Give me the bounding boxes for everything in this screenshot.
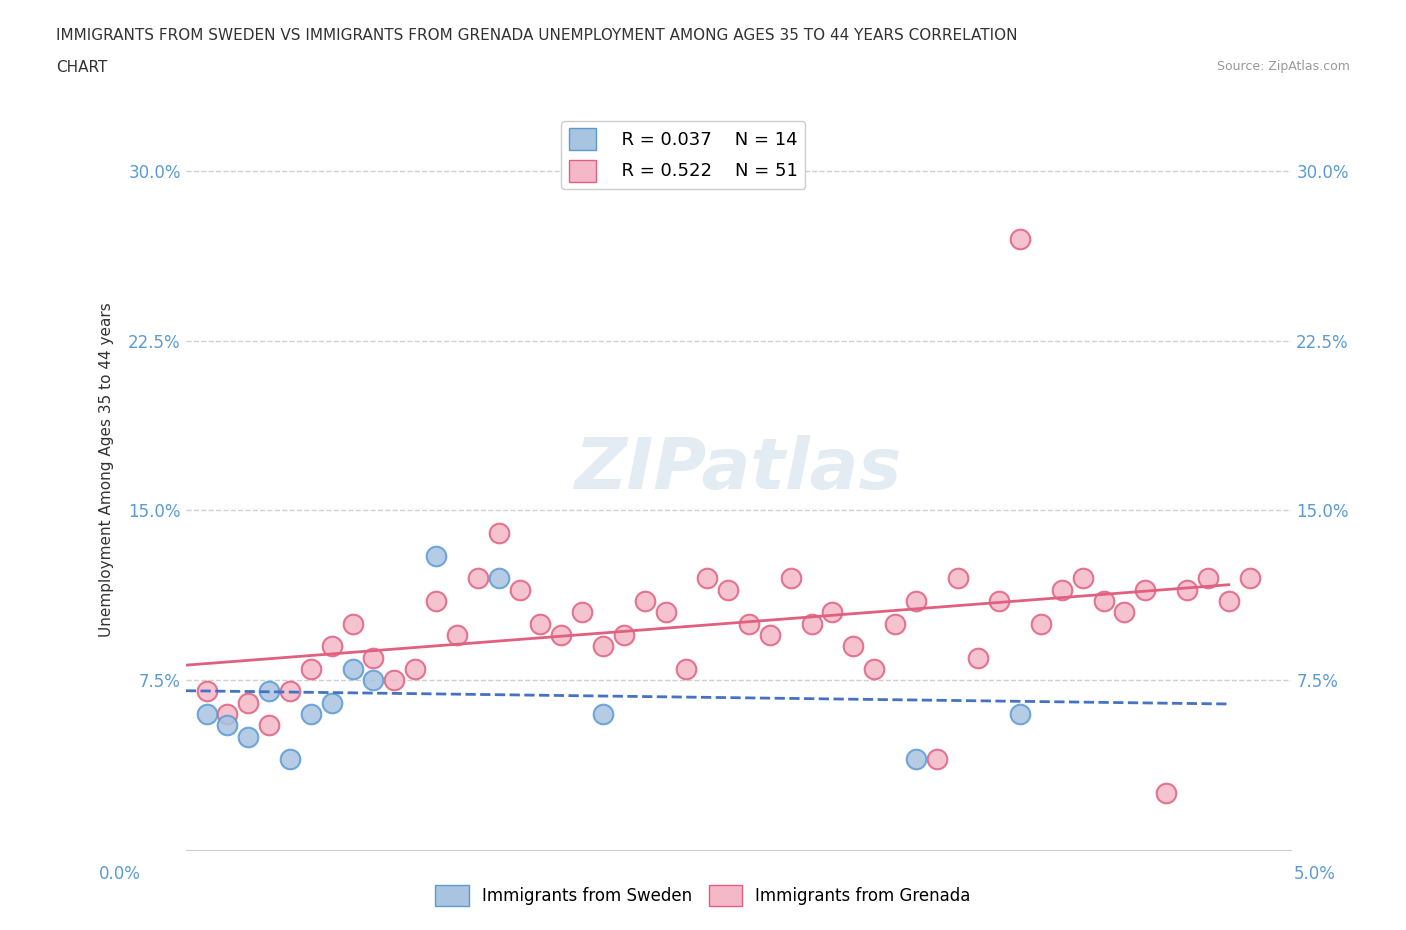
Point (1239, 571, 1261, 586)
Point (363, 650, 385, 665)
Point (342, 616, 364, 631)
Point (592, 639, 614, 654)
Point (634, 593, 657, 608)
Point (904, 593, 927, 608)
Legend:   R = 0.037    N = 14,   R = 0.522    N = 51: R = 0.037 N = 14, R = 0.522 N = 51 (561, 121, 806, 189)
Point (1154, 786, 1177, 801)
Point (446, 628, 468, 643)
Point (571, 604, 593, 619)
Point (779, 571, 801, 586)
Point (238, 696, 260, 711)
Point (967, 650, 990, 665)
Point (404, 661, 426, 676)
Point (321, 639, 343, 654)
Point (1197, 571, 1219, 586)
Point (1218, 593, 1240, 608)
Point (299, 661, 322, 676)
Legend: Immigrants from Sweden, Immigrants from Grenada: Immigrants from Sweden, Immigrants from … (429, 879, 977, 912)
Point (342, 661, 364, 676)
Point (696, 571, 718, 586)
Point (278, 752, 301, 767)
Point (1010, 232, 1032, 246)
Point (382, 672, 405, 687)
Point (529, 616, 551, 631)
Point (988, 593, 1011, 608)
Text: IMMIGRANTS FROM SWEDEN VS IMMIGRANTS FROM GRENADA UNEMPLOYMENT AMONG AGES 35 TO : IMMIGRANTS FROM SWEDEN VS IMMIGRANTS FRO… (56, 28, 1018, 43)
Point (257, 684, 280, 699)
Point (1175, 582, 1198, 597)
Point (238, 729, 260, 744)
Point (1135, 582, 1157, 597)
Point (278, 684, 301, 699)
Point (195, 684, 218, 699)
Point (550, 628, 572, 643)
Point (488, 525, 510, 540)
Point (884, 616, 907, 631)
Point (363, 672, 385, 687)
Text: ZIPatlas: ZIPatlas (575, 435, 903, 504)
Point (195, 707, 218, 722)
Point (738, 616, 761, 631)
Text: Source: ZipAtlas.com: Source: ZipAtlas.com (1216, 60, 1350, 73)
Point (717, 582, 740, 597)
Point (842, 639, 865, 654)
Point (1092, 593, 1115, 608)
Point (1010, 707, 1032, 722)
Point (1114, 604, 1136, 619)
Point (675, 661, 697, 676)
Point (217, 707, 239, 722)
Point (904, 752, 927, 767)
Point (467, 571, 489, 586)
Point (800, 616, 823, 631)
Point (613, 628, 636, 643)
Point (425, 548, 447, 563)
Point (821, 604, 844, 619)
Point (759, 628, 782, 643)
Point (592, 707, 614, 722)
Point (946, 571, 969, 586)
Text: 0.0%: 0.0% (98, 865, 141, 883)
Point (425, 593, 447, 608)
Point (925, 752, 948, 767)
Point (321, 696, 343, 711)
Point (299, 707, 322, 722)
Point (488, 571, 510, 586)
Text: CHART: CHART (56, 60, 108, 75)
Point (863, 661, 886, 676)
Point (217, 718, 239, 733)
Y-axis label: Unemployment Among Ages 35 to 44 years: Unemployment Among Ages 35 to 44 years (100, 302, 114, 637)
Text: 5.0%: 5.0% (1294, 865, 1336, 883)
Point (1050, 582, 1073, 597)
Point (1071, 571, 1094, 586)
Point (508, 582, 530, 597)
Point (1029, 616, 1052, 631)
Point (257, 718, 280, 733)
Point (654, 604, 676, 619)
